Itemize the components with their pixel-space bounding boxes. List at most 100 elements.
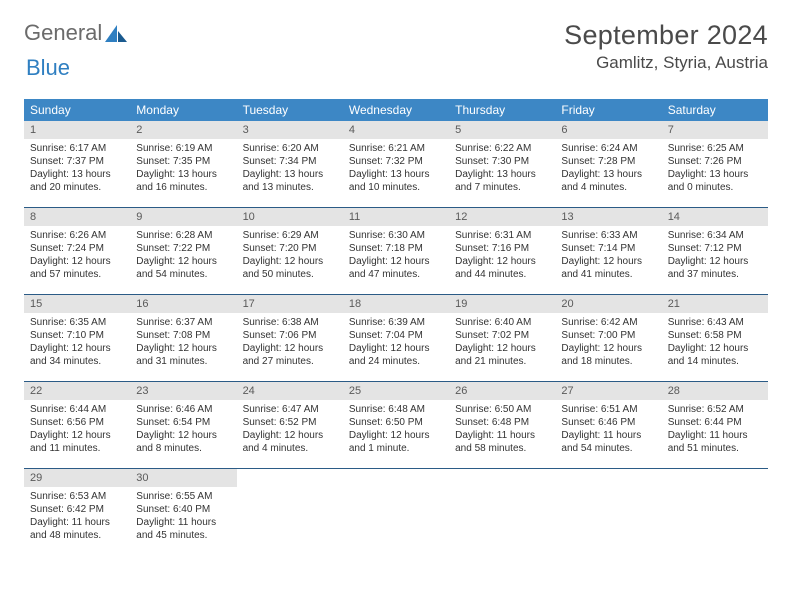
daylight-text: and 44 minutes.	[455, 268, 549, 281]
day-cell: 10Sunrise: 6:29 AMSunset: 7:20 PMDayligh…	[237, 208, 343, 294]
sunset-text: Sunset: 6:50 PM	[349, 416, 443, 429]
daylight-text: and 51 minutes.	[668, 442, 762, 455]
week-row: 29Sunrise: 6:53 AMSunset: 6:42 PMDayligh…	[24, 469, 768, 555]
day-number: 20	[555, 295, 661, 313]
day-number: 5	[449, 121, 555, 139]
sunset-text: Sunset: 6:40 PM	[136, 503, 230, 516]
daylight-text: and 20 minutes.	[30, 181, 124, 194]
day-number: 10	[237, 208, 343, 226]
daylight-text: and 16 minutes.	[136, 181, 230, 194]
logo-word2: Blue	[26, 55, 70, 80]
day-number: 27	[555, 382, 661, 400]
day-number: 21	[662, 295, 768, 313]
sunset-text: Sunset: 7:10 PM	[30, 329, 124, 342]
sunrise-text: Sunrise: 6:25 AM	[668, 142, 762, 155]
day-number: 3	[237, 121, 343, 139]
day-number: 7	[662, 121, 768, 139]
calendar: Sunday Monday Tuesday Wednesday Thursday…	[24, 99, 768, 555]
day-cell: 13Sunrise: 6:33 AMSunset: 7:14 PMDayligh…	[555, 208, 661, 294]
sunrise-text: Sunrise: 6:37 AM	[136, 316, 230, 329]
day-cell: 26Sunrise: 6:50 AMSunset: 6:48 PMDayligh…	[449, 382, 555, 468]
sunrise-text: Sunrise: 6:19 AM	[136, 142, 230, 155]
day-cell	[343, 469, 449, 555]
daylight-text: and 13 minutes.	[243, 181, 337, 194]
sunrise-text: Sunrise: 6:21 AM	[349, 142, 443, 155]
daylight-text: and 8 minutes.	[136, 442, 230, 455]
daylight-text: Daylight: 13 hours	[561, 168, 655, 181]
daylight-text: Daylight: 12 hours	[243, 255, 337, 268]
day-number: 11	[343, 208, 449, 226]
daylight-text: Daylight: 12 hours	[561, 255, 655, 268]
sunset-text: Sunset: 7:37 PM	[30, 155, 124, 168]
day-number: 6	[555, 121, 661, 139]
day-number: 29	[24, 469, 130, 487]
sunset-text: Sunset: 7:00 PM	[561, 329, 655, 342]
daylight-text: and 11 minutes.	[30, 442, 124, 455]
day-number: 16	[130, 295, 236, 313]
sunset-text: Sunset: 7:32 PM	[349, 155, 443, 168]
daylight-text: and 37 minutes.	[668, 268, 762, 281]
sunset-text: Sunset: 6:48 PM	[455, 416, 549, 429]
col-sunday: Sunday	[24, 99, 130, 121]
sunset-text: Sunset: 6:54 PM	[136, 416, 230, 429]
day-cell: 2Sunrise: 6:19 AMSunset: 7:35 PMDaylight…	[130, 121, 236, 207]
daylight-text: Daylight: 13 hours	[30, 168, 124, 181]
col-thursday: Thursday	[449, 99, 555, 121]
day-number: 26	[449, 382, 555, 400]
daylight-text: and 24 minutes.	[349, 355, 443, 368]
sunrise-text: Sunrise: 6:43 AM	[668, 316, 762, 329]
sunrise-text: Sunrise: 6:55 AM	[136, 490, 230, 503]
daylight-text: Daylight: 12 hours	[668, 342, 762, 355]
sunrise-text: Sunrise: 6:28 AM	[136, 229, 230, 242]
sunrise-text: Sunrise: 6:22 AM	[455, 142, 549, 155]
week-row: 1Sunrise: 6:17 AMSunset: 7:37 PMDaylight…	[24, 121, 768, 208]
sunrise-text: Sunrise: 6:17 AM	[30, 142, 124, 155]
day-cell: 30Sunrise: 6:55 AMSunset: 6:40 PMDayligh…	[130, 469, 236, 555]
sunrise-text: Sunrise: 6:30 AM	[349, 229, 443, 242]
daylight-text: and 45 minutes.	[136, 529, 230, 542]
sunset-text: Sunset: 7:16 PM	[455, 242, 549, 255]
page-title: September 2024	[564, 20, 768, 51]
sunset-text: Sunset: 7:12 PM	[668, 242, 762, 255]
sunset-text: Sunset: 7:08 PM	[136, 329, 230, 342]
daylight-text: Daylight: 12 hours	[349, 255, 443, 268]
daylight-text: and 50 minutes.	[243, 268, 337, 281]
daylight-text: and 31 minutes.	[136, 355, 230, 368]
day-number: 12	[449, 208, 555, 226]
col-friday: Friday	[555, 99, 661, 121]
day-number: 30	[130, 469, 236, 487]
day-cell: 6Sunrise: 6:24 AMSunset: 7:28 PMDaylight…	[555, 121, 661, 207]
sunset-text: Sunset: 7:22 PM	[136, 242, 230, 255]
sunset-text: Sunset: 7:02 PM	[455, 329, 549, 342]
daylight-text: and 58 minutes.	[455, 442, 549, 455]
daylight-text: Daylight: 13 hours	[136, 168, 230, 181]
sunrise-text: Sunrise: 6:40 AM	[455, 316, 549, 329]
day-cell: 28Sunrise: 6:52 AMSunset: 6:44 PMDayligh…	[662, 382, 768, 468]
logo-word1: General	[24, 20, 102, 46]
day-cell: 21 Sunrise: 6:43 AMSunset: 6:58 PMDayligh…	[662, 295, 768, 381]
sunset-text: Sunset: 7:04 PM	[349, 329, 443, 342]
daylight-text: Daylight: 12 hours	[30, 255, 124, 268]
day-number: 25	[343, 382, 449, 400]
daylight-text: and 34 minutes.	[30, 355, 124, 368]
day-cell: 14Sunrise: 6:34 AMSunset: 7:12 PMDayligh…	[662, 208, 768, 294]
daylight-text: Daylight: 12 hours	[455, 342, 549, 355]
sunset-text: Sunset: 7:06 PM	[243, 329, 337, 342]
daylight-text: and 14 minutes.	[668, 355, 762, 368]
daylight-text: and 21 minutes.	[455, 355, 549, 368]
day-cell: 7Sunrise: 6:25 AMSunset: 7:26 PMDaylight…	[662, 121, 768, 207]
day-cell: 15Sunrise: 6:35 AMSunset: 7:10 PMDayligh…	[24, 295, 130, 381]
daylight-text: and 48 minutes.	[30, 529, 124, 542]
sunset-text: Sunset: 7:24 PM	[30, 242, 124, 255]
sunrise-text: Sunrise: 6:50 AM	[455, 403, 549, 416]
week-row: 15Sunrise: 6:35 AMSunset: 7:10 PMDayligh…	[24, 295, 768, 382]
sunset-text: Sunset: 6:56 PM	[30, 416, 124, 429]
day-cell: 4Sunrise: 6:21 AMSunset: 7:32 PMDaylight…	[343, 121, 449, 207]
day-number: 14	[662, 208, 768, 226]
day-cell: 3Sunrise: 6:20 AMSunset: 7:34 PMDaylight…	[237, 121, 343, 207]
daylight-text: Daylight: 12 hours	[349, 342, 443, 355]
day-cell: 22Sunrise: 6:44 AMSunset: 6:56 PMDayligh…	[24, 382, 130, 468]
day-cell	[449, 469, 555, 555]
sunset-text: Sunset: 6:58 PM	[668, 329, 762, 342]
daylight-text: Daylight: 13 hours	[455, 168, 549, 181]
